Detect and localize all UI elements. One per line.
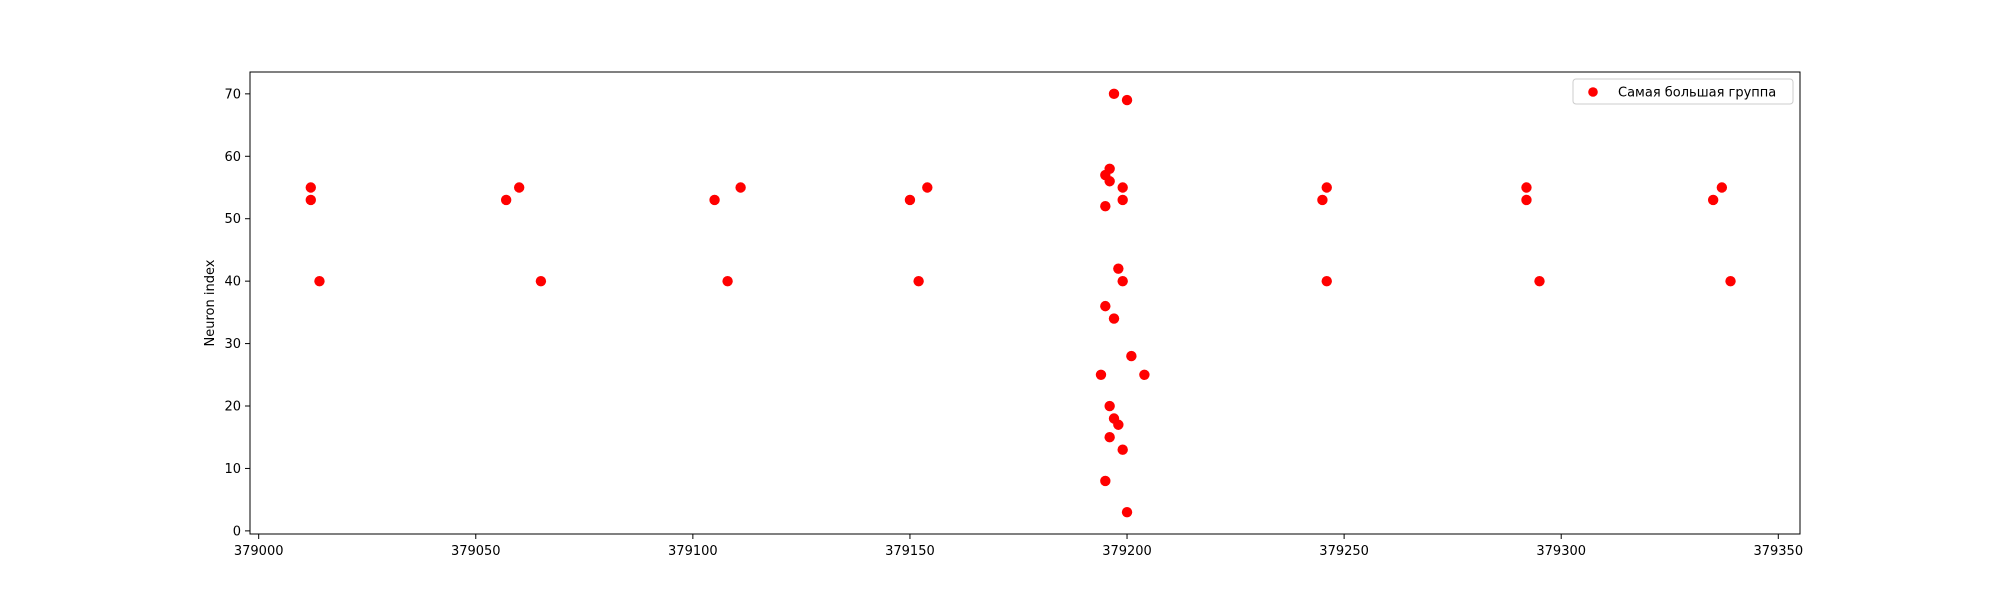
data-point [1117,275,1128,287]
data-point [513,182,525,193]
data-point [1521,182,1532,193]
data-point [1108,88,1120,100]
x-tick-label: 379050 [451,544,501,559]
data-point [1108,313,1120,324]
x-tick-label: 379300 [1536,544,1586,559]
y-axis: 0 10 20 30 40 50 60 70 [224,87,250,539]
data-point [305,194,316,206]
x-tick-label: 379100 [668,544,718,559]
data-point [1104,176,1115,187]
data-point [1104,432,1115,443]
data-point [535,275,547,287]
y-tick-label: 0 [233,524,241,539]
data-point [1534,275,1545,287]
data-point [1317,194,1328,206]
data-point [1113,419,1124,430]
data-point [904,194,916,206]
y-tick-label: 70 [224,87,241,102]
data-point [709,194,720,206]
data-point [1716,182,1728,193]
data-point [922,182,933,193]
data-point [722,275,733,287]
data-point [305,182,316,193]
data-point [1117,444,1128,455]
y-tick-label: 30 [224,337,241,352]
data-point [1095,369,1107,380]
x-tick-label: 379250 [1319,544,1369,559]
y-tick-label: 50 [224,212,241,227]
data-point [1121,506,1133,518]
data-point [1100,201,1111,212]
data-point [314,275,325,287]
y-tick-label: 60 [224,150,241,165]
data-point [1521,194,1532,206]
x-tick-label: 379150 [885,544,935,559]
legend: Самая большая группа [1572,78,1794,105]
data-point [735,182,746,193]
x-tick-label: 379000 [234,544,284,559]
y-tick-label: 20 [224,400,241,415]
data-point [1117,194,1128,206]
data-point [500,194,512,206]
legend-box [1572,78,1794,105]
data-point [1321,275,1332,287]
plot-frame [249,71,1801,535]
data-point [1139,369,1150,380]
data-point [913,275,924,287]
x-tick-label: 379200 [1102,544,1152,559]
data-point [1104,163,1115,174]
legend-label: Самая большая группа [1618,86,1776,101]
y-tick-label: 10 [224,462,241,477]
data-points [305,88,1736,518]
data-point [1126,350,1137,362]
data-point [1121,94,1133,106]
data-point [1725,275,1736,287]
x-axis: 379000 379050 379100 379150 379200 379250 3793… [234,534,1803,559]
x-tick-label: 379350 [1753,544,1803,559]
y-axis-label: Neuron index [203,259,218,346]
data-point [1321,182,1332,193]
data-point [1100,300,1111,312]
data-point [1117,182,1128,193]
data-point [1100,475,1111,487]
data-point [1113,263,1124,274]
data-point [1707,194,1719,206]
data-point [1104,400,1115,412]
y-tick-label: 40 [224,275,241,290]
legend-marker [1588,87,1598,97]
